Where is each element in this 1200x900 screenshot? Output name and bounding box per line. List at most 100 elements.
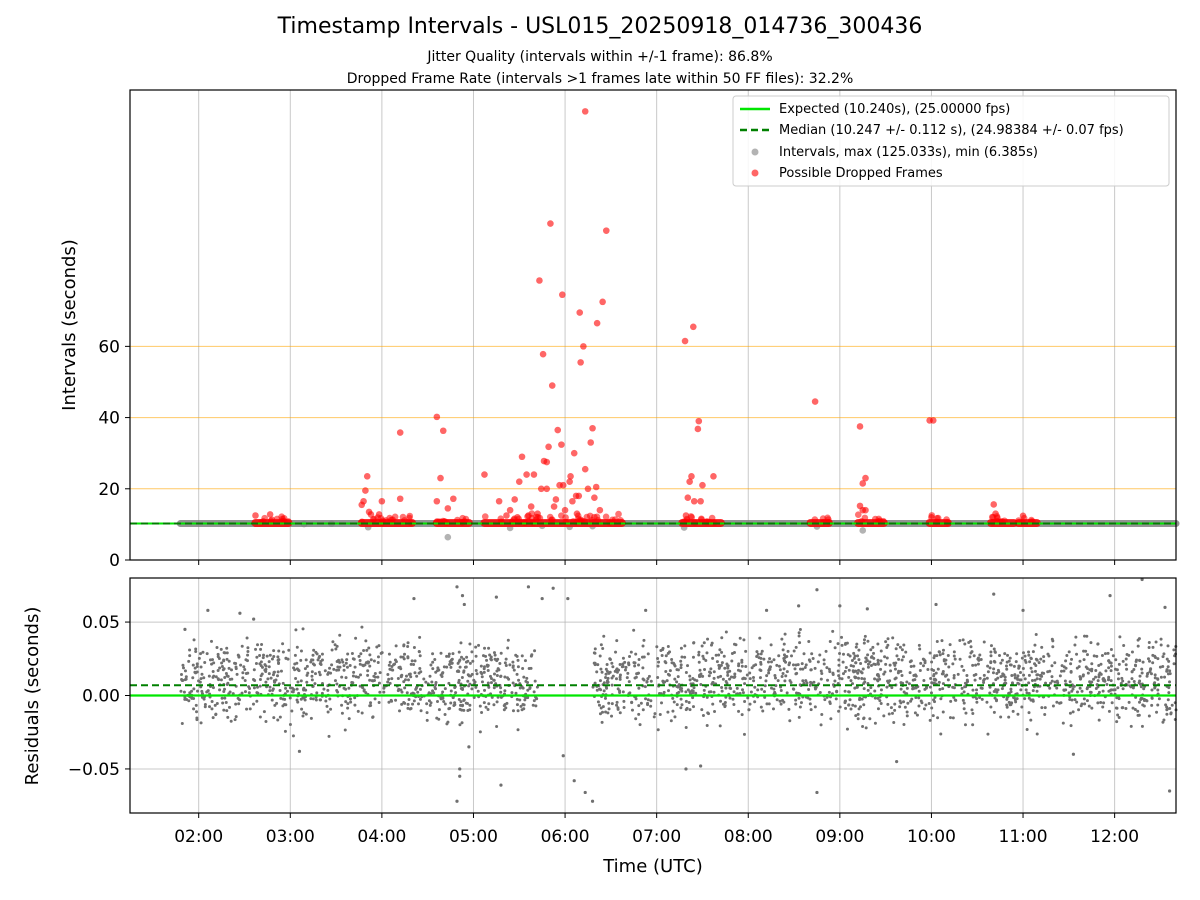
- residual-point: [741, 677, 745, 681]
- residual-point: [1133, 708, 1137, 712]
- residual-point: [732, 690, 736, 694]
- residual-point: [1033, 669, 1037, 673]
- residual-point: [214, 713, 218, 717]
- residual-point: [406, 706, 410, 710]
- residual-point: [312, 648, 316, 652]
- residual-point: [848, 698, 852, 702]
- residual-point: [1075, 652, 1079, 656]
- xtick-label-05:00: 05:00: [449, 827, 498, 847]
- dropped-frame-73: [686, 478, 693, 485]
- residual-point: [219, 678, 223, 682]
- residual-point: [954, 698, 958, 702]
- residual-point: [331, 640, 335, 644]
- residual-point: [1073, 698, 1077, 702]
- residual-point: [316, 658, 320, 662]
- residual-point: [704, 659, 708, 663]
- residual-point: [847, 690, 851, 694]
- residual-point: [688, 674, 692, 678]
- residual-point: [838, 652, 842, 656]
- residual-point: [212, 674, 216, 678]
- top-plot-data: [130, 108, 1180, 541]
- residual-point: [742, 732, 746, 736]
- dropped-frame-63: [589, 424, 596, 432]
- residual-point: [1102, 678, 1106, 682]
- residual-point: [615, 667, 619, 671]
- residual-point: [864, 726, 868, 730]
- dropped-frame-51: [569, 497, 576, 505]
- residual-point: [221, 701, 225, 705]
- residual-point: [1068, 711, 1072, 715]
- residual-point: [243, 690, 247, 694]
- residual-point: [949, 699, 953, 703]
- residual-point: [1004, 681, 1008, 685]
- residual-point: [944, 662, 948, 666]
- residual-point: [873, 721, 877, 725]
- residual-point: [1136, 644, 1140, 648]
- residual-point: [1127, 680, 1131, 684]
- residual-point: [194, 703, 198, 707]
- dropped-cluster-point: [261, 514, 268, 522]
- residual-point: [831, 629, 835, 633]
- residual-point: [602, 634, 606, 638]
- residual-point: [1070, 657, 1074, 661]
- residual-point: [519, 704, 523, 708]
- residual-point: [896, 671, 900, 675]
- residual-point: [1096, 679, 1100, 683]
- dropped-frame-95: [1019, 512, 1027, 520]
- residual-point: [1040, 706, 1044, 710]
- residual-point: [665, 679, 669, 683]
- residual-point: [1159, 637, 1163, 641]
- residual-point: [1118, 635, 1122, 639]
- residual-point: [885, 685, 889, 689]
- residual-point: [223, 687, 227, 691]
- residual-point: [618, 677, 622, 681]
- residual-point: [1150, 688, 1154, 692]
- dropped-frame-61: [584, 485, 592, 493]
- residual-point: [216, 668, 220, 672]
- residual-point: [1154, 640, 1158, 644]
- residual-point: [679, 659, 683, 663]
- residual-point: [838, 705, 842, 709]
- residual-point: [521, 702, 525, 706]
- dropped-frame-23: [511, 496, 518, 503]
- residual-point: [793, 667, 797, 671]
- residual-point: [1043, 712, 1047, 716]
- residual-point: [467, 674, 471, 678]
- residual-point: [847, 668, 851, 672]
- residual-point: [780, 637, 784, 641]
- residual-point: [210, 658, 214, 662]
- residual-point: [1021, 651, 1025, 655]
- residual-point: [335, 668, 339, 672]
- residual-point: [514, 691, 518, 695]
- residual-point: [195, 670, 199, 674]
- residual-point: [633, 664, 637, 668]
- residual-point: [487, 685, 491, 689]
- residual-point: [637, 712, 641, 716]
- residual-point: [205, 652, 209, 656]
- residual-point: [1119, 681, 1123, 685]
- residual-point: [293, 662, 297, 666]
- residual-point: [398, 709, 402, 713]
- residual-point: [1094, 668, 1098, 672]
- residual-point: [868, 717, 872, 721]
- residual-point: [475, 672, 479, 676]
- xtick-label-10:00: 10:00: [907, 827, 956, 847]
- residual-point: [1116, 713, 1120, 717]
- residual-point: [1048, 686, 1052, 690]
- residual-point: [1145, 674, 1149, 678]
- residual-point: [299, 658, 303, 662]
- residual-point: [516, 709, 520, 713]
- residual-point: [416, 690, 420, 694]
- residual-point: [831, 671, 835, 675]
- residual-point: [194, 649, 198, 653]
- residual-point: [334, 647, 338, 651]
- residual-point: [827, 667, 831, 671]
- residual-point: [948, 716, 952, 720]
- residual-point: [1092, 654, 1096, 658]
- residual-point: [790, 654, 794, 658]
- residual-point: [457, 659, 461, 663]
- residual-point: [604, 675, 608, 679]
- residual-point: [1031, 689, 1035, 693]
- residual-point: [293, 653, 297, 657]
- residual-point: [1050, 675, 1054, 679]
